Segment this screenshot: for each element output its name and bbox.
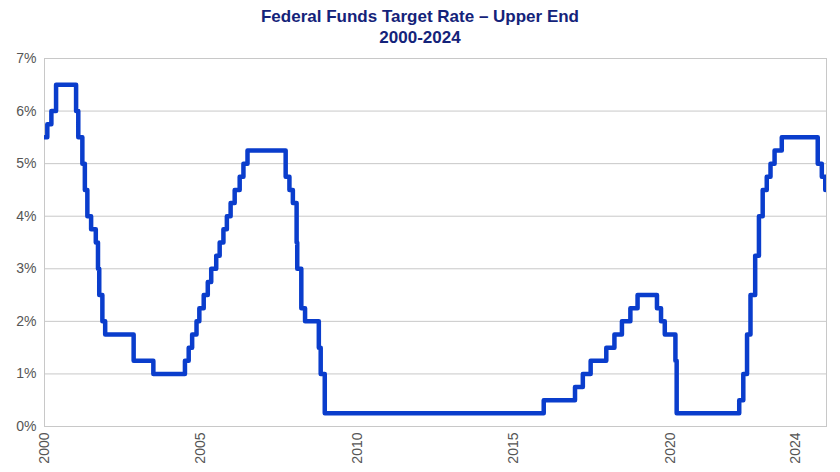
svg-text:2%: 2% — [16, 313, 36, 329]
svg-text:2020: 2020 — [662, 432, 678, 463]
svg-text:2015: 2015 — [505, 432, 521, 463]
svg-text:1%: 1% — [16, 365, 36, 381]
svg-text:2000: 2000 — [36, 432, 52, 463]
svg-text:7%: 7% — [16, 50, 36, 66]
svg-text:2005: 2005 — [192, 432, 208, 463]
svg-text:6%: 6% — [16, 103, 36, 119]
svg-text:2024: 2024 — [787, 432, 803, 463]
html-text:2000-2024: 2000-2024 — [379, 28, 461, 47]
svg-text:3%: 3% — [16, 260, 36, 276]
svg-text:5%: 5% — [16, 155, 36, 171]
svg-text:0%: 0% — [16, 418, 36, 434]
svg-text:2010: 2010 — [349, 432, 365, 463]
svg-text:4%: 4% — [16, 208, 36, 224]
html-text:Federal Funds Target Rate – Up: Federal Funds Target Rate – Upper End — [261, 7, 579, 26]
